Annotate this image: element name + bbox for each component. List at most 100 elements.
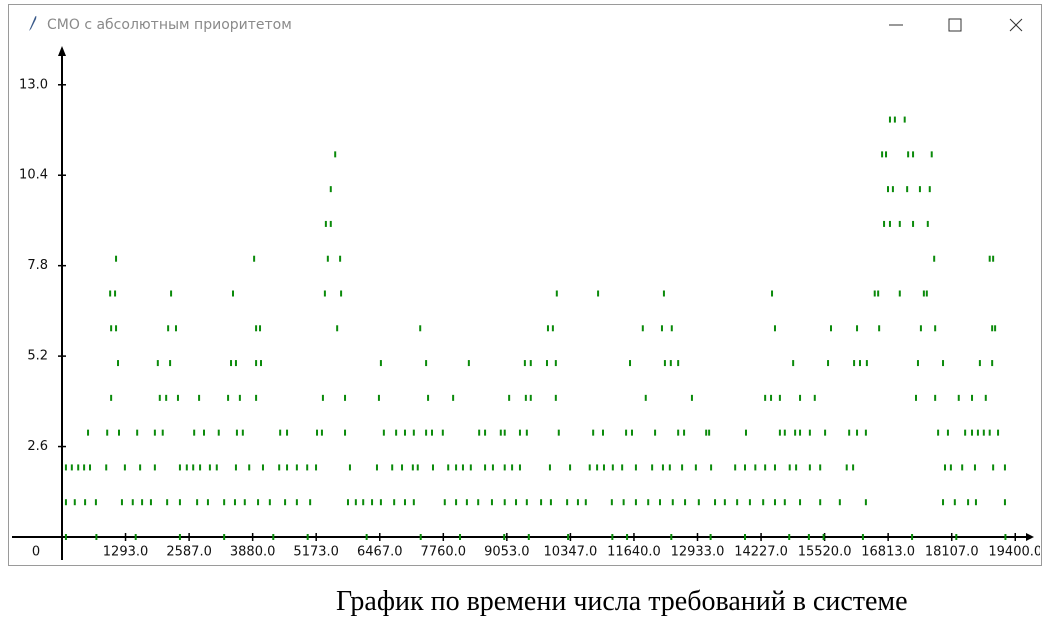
data-point [669,360,672,367]
data-point [484,464,487,471]
data-point [551,325,554,332]
data-point [610,499,613,506]
data-point [255,394,258,401]
data-point [412,499,415,506]
data-point [117,360,120,367]
data-point [873,290,876,297]
data-point [393,499,396,506]
data-point [877,290,880,297]
data-point [1003,499,1006,506]
data-point [371,499,374,506]
data-point [315,464,318,471]
data-point [110,394,113,401]
data-point [683,429,686,436]
data-point [807,534,810,540]
data-point [382,429,385,436]
x-tick-label: 0 [32,545,40,560]
data-point [955,534,958,540]
data-point [235,429,238,436]
data-point [248,464,251,471]
data-point [203,429,206,436]
data-point [915,394,918,401]
data-point [114,290,117,297]
data-point [344,394,347,401]
data-point [340,290,343,297]
data-point [662,290,665,297]
data-point [257,499,260,506]
data-point [764,394,767,401]
data-point [991,360,994,367]
data-point [255,360,258,367]
data-point [596,464,599,471]
y-axis-arrow [58,46,66,56]
data-point [309,499,312,506]
data-point [217,429,220,436]
x-tick-label: 3880.0 [230,545,276,560]
data-point [115,255,118,262]
data-point [634,499,637,506]
data-point [346,499,349,506]
data-point [567,534,570,540]
data-point [253,255,256,262]
data-point [710,464,713,471]
data-point [788,534,791,540]
data-point [912,151,915,158]
data-point [518,464,521,471]
data-point [626,534,629,540]
maximize-button[interactable] [948,18,962,32]
data-point [120,499,123,506]
data-point [134,534,137,540]
data-point [557,429,560,436]
data-point [853,360,856,367]
data-point [321,394,324,401]
data-point [1004,534,1007,540]
x-tick-label: 18107.0 [925,545,979,560]
data-point [447,464,450,471]
data-point [630,429,633,436]
data-point [808,429,811,436]
data-point [697,499,700,506]
data-point [377,394,380,401]
data-point [888,220,891,227]
data-point [115,325,118,332]
data-point [234,360,237,367]
data-point [223,534,226,540]
data-point [153,429,156,436]
data-point [736,499,739,506]
data-point [601,429,604,436]
data-point [391,464,394,471]
data-point [518,429,521,436]
data-point [919,325,922,332]
data-point [455,499,458,506]
data-point [926,220,929,227]
data-point [185,464,188,471]
data-point [663,360,666,367]
data-point [395,429,398,436]
data-point [339,255,342,262]
data-point [861,534,864,540]
data-point [375,464,378,471]
data-point [822,534,825,540]
data-point [829,325,832,332]
data-point [709,534,712,540]
title-bar-icons [29,15,1023,32]
data-point [641,325,644,332]
data-point [278,464,281,471]
data-point [994,325,997,332]
data-point [982,429,985,436]
data-point [379,360,382,367]
close-button[interactable] [1009,18,1023,32]
y-tick-label: 7.8 [27,258,48,273]
data-point [206,499,209,506]
data-point [403,429,406,436]
data-point [174,325,177,332]
data-point [988,429,991,436]
data-point [549,499,552,506]
data-point [634,464,637,471]
data-point [906,186,909,193]
data-point [123,464,126,471]
data-point [933,255,936,262]
data-point [555,290,558,297]
data-point [588,464,591,471]
data-point [548,464,551,471]
